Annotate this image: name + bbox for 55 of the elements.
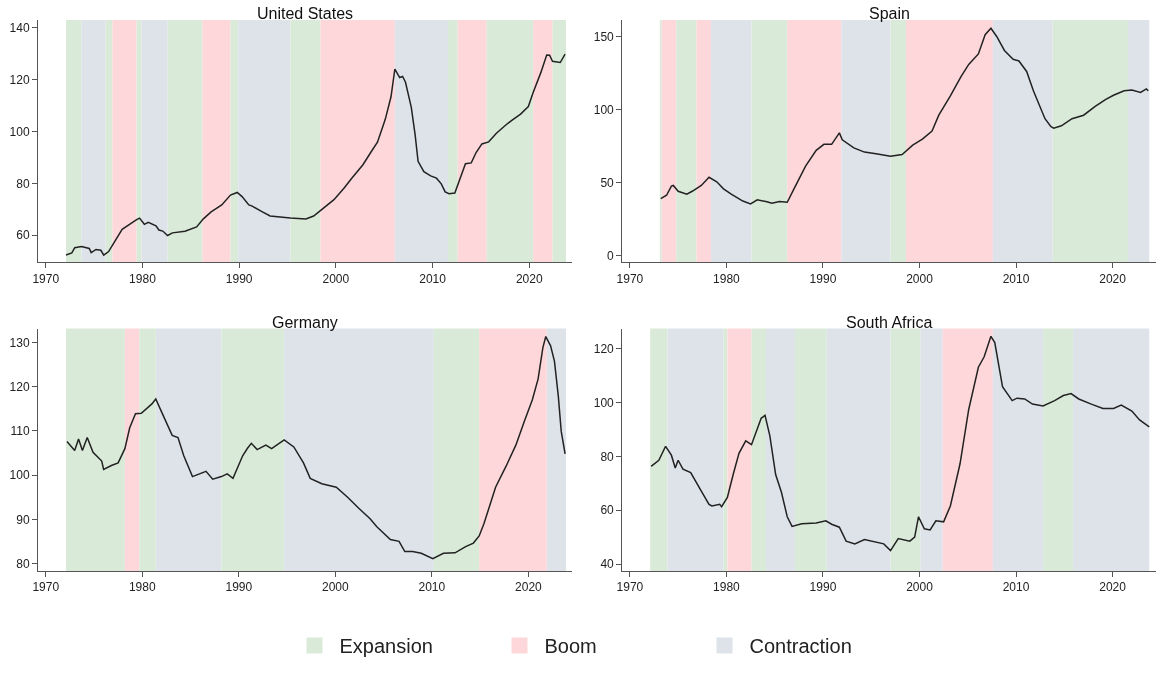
- x-tick-label: 2010: [418, 580, 446, 595]
- y-tick-label: 140: [9, 20, 30, 35]
- y-tick-label: 80: [600, 449, 615, 464]
- x-tick-label: 2010: [419, 271, 447, 286]
- line-series: [650, 335, 1150, 552]
- x-tick-label: 2020: [515, 580, 543, 595]
- y-tick-label: 120: [9, 72, 30, 87]
- line-series: [65, 53, 566, 256]
- y-tick-label: 130: [9, 335, 30, 350]
- y-tick-label: 80: [16, 176, 30, 191]
- line-series: [66, 335, 566, 560]
- legend-label: Boom: [544, 635, 597, 658]
- x-tick-label: 1990: [225, 271, 253, 286]
- legend-label: Contraction: [749, 635, 852, 658]
- y-tick-label: 60: [600, 503, 615, 518]
- x-tick-label: 1980: [129, 271, 157, 286]
- x-tick-label: 2000: [322, 271, 350, 286]
- y-tick-label: 100: [9, 468, 30, 483]
- y-tick-label: 80: [16, 557, 30, 572]
- x-tick-label: 1970: [32, 271, 60, 286]
- chart-title: Spain: [869, 5, 910, 22]
- x-tick-label: 1970: [616, 580, 644, 595]
- x-tick-label: 1980: [128, 580, 156, 595]
- x-tick-label: 2020: [1099, 271, 1127, 286]
- x-tick-label: 2000: [906, 271, 934, 286]
- y-tick-label: 100: [9, 124, 30, 139]
- x-tick-label: 1970: [32, 580, 60, 595]
- line-series: [660, 27, 1150, 205]
- x-tick-label: 1980: [713, 271, 741, 286]
- y-tick-label: 40: [600, 557, 615, 572]
- y-tick-label: 110: [10, 424, 30, 439]
- x-tick-label: 1990: [809, 271, 837, 286]
- x-tick-label: 2020: [515, 271, 543, 286]
- x-tick-label: 1990: [809, 580, 837, 595]
- y-tick-label: 150: [593, 29, 615, 44]
- y-tick-label: 120: [9, 379, 30, 394]
- chart-title: United States: [257, 5, 354, 22]
- chart-title: Germany: [272, 314, 338, 331]
- x-tick-label: 2000: [321, 580, 349, 595]
- chart-title: South Africa: [846, 314, 933, 331]
- x-tick-label: 2010: [1002, 580, 1030, 595]
- x-tick-label: 1990: [225, 580, 253, 595]
- x-tick-label: 1980: [713, 580, 741, 595]
- x-tick-label: 2000: [906, 580, 934, 595]
- x-tick-label: 2020: [1099, 580, 1127, 595]
- y-tick-label: 120: [593, 342, 615, 357]
- y-tick-label: 100: [593, 102, 615, 117]
- x-tick-label: 2010: [1002, 271, 1030, 286]
- y-tick-label: 90: [16, 512, 30, 527]
- legend-label: Expansion: [339, 635, 433, 658]
- y-tick-label: 100: [593, 395, 615, 410]
- x-tick-label: 1970: [616, 271, 644, 286]
- y-tick-label: 0: [607, 248, 615, 263]
- y-tick-label: 50: [600, 175, 615, 190]
- y-tick-label: 60: [16, 228, 30, 243]
